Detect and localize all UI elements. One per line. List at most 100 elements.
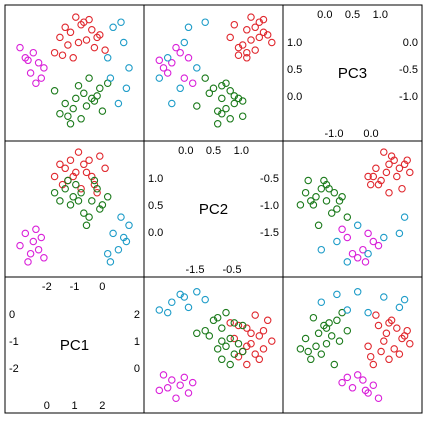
tick-pc2-top-2: 1.0 xyxy=(234,145,249,157)
tick-pc3-left-2: 0.0 xyxy=(287,91,302,103)
point-blue-51-r1c2 xyxy=(343,258,352,266)
point-magenta-37-r1c2 xyxy=(359,245,367,254)
point-green-19-r1c2 xyxy=(322,197,331,205)
point-magenta-38-r1c0 xyxy=(21,229,30,238)
tick-pc2-left-0: 1.0 xyxy=(148,173,163,185)
point-green-20-r0c0 xyxy=(69,104,77,113)
point-red-17-r0c0 xyxy=(69,54,77,62)
point-green-35-r0c1 xyxy=(238,97,247,105)
point-magenta-42-r2c1 xyxy=(180,373,189,382)
point-red-11-r0c0 xyxy=(101,46,109,54)
point-green-28-r0c1 xyxy=(213,120,222,128)
point-red-11-r2c1 xyxy=(251,311,259,319)
point-magenta-36-r1c2 xyxy=(369,237,378,246)
point-red-12-r0c0 xyxy=(50,48,59,57)
point-blue-52-r0c0 xyxy=(119,38,128,47)
point-green-32-r0c1 xyxy=(213,107,222,115)
point-magenta-43-r1c0 xyxy=(24,258,32,266)
point-red-12-r1c2 xyxy=(369,172,378,181)
point-green-31-r2c1 xyxy=(226,360,234,369)
point-red-15-r2c2 xyxy=(366,352,375,361)
point-green-34-r1c0 xyxy=(64,176,72,185)
tick-pc2-right-0: -0.5 xyxy=(260,173,279,185)
tick-pc2-left-2: 0.0 xyxy=(148,227,163,239)
point-magenta-41-r2c2 xyxy=(374,394,383,402)
tick-pc2-top-1: 0.5 xyxy=(206,145,221,157)
tick-pc1-left-0: 0 xyxy=(9,309,15,321)
point-green-26-r1c0 xyxy=(85,213,93,221)
point-red-8-r2c2 xyxy=(380,337,388,345)
point-red-4-r0c0 xyxy=(66,28,75,37)
point-green-27-r2c1 xyxy=(234,339,243,348)
point-red-6-r1c0 xyxy=(56,160,64,169)
point-green-28-r2c2 xyxy=(296,345,305,353)
point-red-8-r0c1 xyxy=(268,38,276,47)
point-green-23-r0c0 xyxy=(77,115,85,123)
point-red-8-r1c0 xyxy=(74,148,83,156)
point-magenta-40-r0c0 xyxy=(26,69,35,77)
point-green-30-r0c1 xyxy=(193,102,201,110)
point-magenta-37-r0c1 xyxy=(168,59,176,67)
point-green-34-r0c1 xyxy=(238,112,247,120)
point-magenta-37-r2c2 xyxy=(359,376,367,384)
point-green-22-r2c2 xyxy=(317,350,326,358)
point-green-26-r2c1 xyxy=(201,326,209,335)
point-blue-50-r2c2 xyxy=(353,288,362,296)
point-red-11-r0c1 xyxy=(251,46,259,54)
point-green-33-r2c1 xyxy=(218,337,226,345)
point-blue-52-r2c1 xyxy=(180,293,189,301)
point-blue-48-r0c0 xyxy=(103,54,112,62)
point-magenta-38-r0c1 xyxy=(184,54,193,62)
point-green-20-r1c0 xyxy=(69,193,77,201)
point-red-5-r0c1 xyxy=(263,31,272,39)
point-green-32-r1c0 xyxy=(98,201,107,209)
point-magenta-36-r0c1 xyxy=(176,48,184,57)
point-green-20-r2c1 xyxy=(222,342,230,351)
point-red-1-r1c0 xyxy=(80,160,88,169)
tick-pc3-right-2: -1.0 xyxy=(399,91,418,103)
point-red-3-r2c2 xyxy=(393,324,401,332)
point-green-23-r1c0 xyxy=(77,188,85,197)
point-green-35-r0c0 xyxy=(90,97,99,105)
point-blue-52-r0c1 xyxy=(180,38,189,47)
point-red-7-r0c1 xyxy=(247,36,255,44)
point-green-32-r1c2 xyxy=(309,201,318,209)
point-red-0-r0c0 xyxy=(72,13,80,21)
point-green-30-r1c2 xyxy=(314,221,323,230)
point-red-2-r1c0 xyxy=(61,164,69,173)
tick-pc2-top-0: 0.0 xyxy=(178,145,193,157)
point-red-13-r1c0 xyxy=(77,184,85,193)
point-green-20-r1c2 xyxy=(312,193,320,201)
point-magenta-38-r2c1 xyxy=(184,389,193,397)
point-red-16-r0c1 xyxy=(226,33,234,42)
point-red-13-r2c1 xyxy=(230,334,239,343)
point-magenta-37-r1c0 xyxy=(34,245,43,254)
point-magenta-42-r0c1 xyxy=(180,74,189,82)
point-green-18-r0c1 xyxy=(205,89,214,98)
point-red-17-r2c1 xyxy=(243,342,251,351)
point-red-7-r0c0 xyxy=(82,36,91,44)
point-green-27-r2c2 xyxy=(322,339,331,348)
point-red-13-r1c2 xyxy=(398,184,406,193)
point-green-18-r1c2 xyxy=(327,209,336,217)
point-blue-48-r2c1 xyxy=(163,308,172,317)
point-green-19-r1c0 xyxy=(88,197,96,205)
point-green-20-r2c2 xyxy=(312,342,320,351)
point-magenta-41-r2c1 xyxy=(172,394,180,402)
point-red-9-r2c2 xyxy=(377,347,385,356)
point-red-14-r1c0 xyxy=(85,156,93,164)
point-blue-49-r2c2 xyxy=(317,298,326,306)
point-green-29-r0c1 xyxy=(230,92,239,100)
tick-pc3-bottom-1: 0.0 xyxy=(363,128,378,140)
point-red-2-r0c0 xyxy=(61,23,69,32)
point-green-34-r2c2 xyxy=(304,347,312,356)
point-magenta-41-r1c0 xyxy=(16,241,24,250)
point-magenta-44-r2c2 xyxy=(338,378,346,387)
point-red-13-r0c0 xyxy=(77,20,85,29)
point-green-25-r2c2 xyxy=(307,355,315,364)
diag-label-pc1: PC1 xyxy=(60,337,89,354)
point-green-31-r2c2 xyxy=(330,360,339,369)
point-red-10-r0c0 xyxy=(90,43,99,52)
point-green-18-r2c2 xyxy=(327,332,336,340)
point-green-25-r2c1 xyxy=(218,355,226,364)
